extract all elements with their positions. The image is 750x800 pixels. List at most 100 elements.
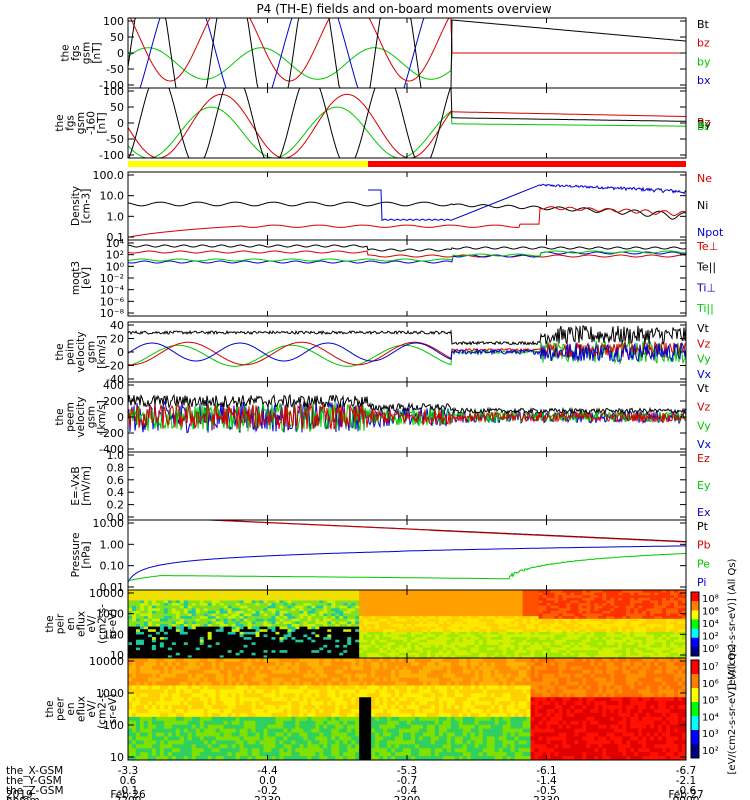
y-axis-label: the <box>44 615 56 632</box>
colorbar-label: [eV/(cm2-s-sr-eV)] (All Qs) <box>727 558 738 689</box>
legend-vz: Vz <box>697 337 711 350</box>
legend-pt: Pt <box>697 520 709 533</box>
xaxis-value: -2.1 <box>676 775 697 787</box>
legend-ez: Ez <box>697 452 710 465</box>
y-tick-label: 50 <box>110 101 124 114</box>
y-tick-label: 1.0 <box>107 210 125 223</box>
panel-density: 100.0 10.0 1.0 0.1 Density[cm-3] Ne Ni Npot <box>70 169 724 244</box>
legend-te: Te⊥ <box>696 240 718 253</box>
series-vz <box>127 341 686 366</box>
colorbar-tick: 10⁸ <box>702 594 719 605</box>
y-axis-label: [nT] <box>91 42 103 63</box>
y-tick-label: -50 <box>106 63 124 76</box>
colorbar-tick: 10³ <box>702 729 719 740</box>
legend-ex: Ex <box>697 506 711 519</box>
xaxis-value: -6.1 <box>536 765 557 777</box>
y-axis-label: [mV/m] <box>80 466 92 505</box>
y-tick-label: 10000 <box>89 655 124 668</box>
colorbar-label: [eV/(cm2-s-sr-eV)] (All Qs) <box>727 643 738 774</box>
xaxis-value: 2300 <box>394 795 421 800</box>
xaxis-value: 0000 <box>673 795 700 800</box>
y-tick-label: 40 <box>110 319 124 332</box>
y-axis-label: [cm-3] <box>80 189 92 224</box>
legend-ni: Ni <box>697 199 708 212</box>
colorbar-tick: 10⁴ <box>702 619 719 630</box>
legend-te: Te|| <box>696 261 716 274</box>
y-tick-label: 50 <box>110 31 124 44</box>
xaxis-row-label: the_Y-GSM <box>6 775 62 787</box>
legend-by: by <box>697 55 711 68</box>
colorbar-tick: 10⁴ <box>702 712 719 723</box>
xaxis-row-label: the_X-GSM <box>6 765 63 777</box>
y-tick-label: 10² <box>106 249 124 262</box>
series-vy <box>127 340 687 367</box>
y-tick-label: 0.6 <box>107 474 125 487</box>
y-tick-label: 10⁰ <box>106 260 125 273</box>
y-axis-label: eflux <box>75 696 87 722</box>
y-axis-label: fgs <box>70 45 82 61</box>
y-tick-label: -20 <box>106 360 124 373</box>
y-axis-label: [km/s] <box>96 335 108 369</box>
y-tick-label: 100.0 <box>93 169 125 182</box>
series-by-black <box>127 86 686 159</box>
legend-pi: Pi <box>697 576 706 589</box>
y-tick-label: 10⁻⁶ <box>100 295 125 308</box>
colorbar-tick: 10⁶ <box>702 679 719 690</box>
colorbar-tick: 10² <box>702 632 719 643</box>
y-tick-label: 0.2 <box>107 499 125 512</box>
series-pb <box>128 519 686 543</box>
y-tick-label: 10⁻² <box>100 272 124 285</box>
series-ti-par <box>127 250 686 262</box>
legend-bt: Bt <box>697 18 710 31</box>
xaxis-date-end: Feb 27 <box>668 789 703 800</box>
y-axis-label: moqt3 <box>70 261 82 295</box>
y-tick-label: 1.00 <box>100 538 125 551</box>
y-tick-label: 10.0 <box>100 190 125 203</box>
series-vx <box>127 341 687 363</box>
y-tick-label: 10.00 <box>93 517 125 530</box>
y-tick-label: 0.4 <box>107 486 125 499</box>
y-tick-label: 10 <box>110 649 124 662</box>
y-tick-label: 10 <box>110 751 124 764</box>
panel-peer-en-eflux: 10⁷ 10⁶ 10⁵ 10⁴ 10³ 10² [eV/(cm2-s-sr-eV)] (Al… <box>44 643 738 774</box>
y-axis-label: peer <box>54 696 66 721</box>
y-tick-label: 0.0 <box>107 511 125 524</box>
y-axis-label: eV/ <box>86 615 98 633</box>
xaxis-year: 2019 <box>6 789 33 800</box>
y-tick-label: 100 <box>103 15 124 28</box>
xaxis-value: 0.6 <box>120 775 137 787</box>
xaxis-value: -0.6 <box>676 785 697 797</box>
xaxis-value: -0.1 <box>118 785 139 797</box>
series-vy <box>127 402 687 433</box>
y-tick-label: 0 <box>117 346 124 359</box>
y-axis-label: en <box>65 702 77 715</box>
colorbar: 10⁷ 10⁶ 10⁵ 10⁴ 10³ 10² [eV/(cm2-s-sr-eV)] (Al… <box>690 643 738 774</box>
y-axis-label: fgs <box>65 115 77 131</box>
y-tick-label: -40 <box>106 373 124 386</box>
y-axis-label: sr-eV) <box>107 609 119 640</box>
xaxis-value: -1.4 <box>536 775 557 787</box>
y-tick-label: 10⁴ <box>106 237 125 250</box>
y-tick-label: 100 <box>103 719 124 732</box>
xaxis-value: -3.3 <box>118 765 139 777</box>
series-bz <box>127 93 686 159</box>
xaxis-value: 2200 <box>115 795 142 800</box>
series-te-par <box>127 244 687 252</box>
legend-ey: Ey <box>697 479 711 492</box>
y-axis-label: velocity <box>75 331 87 372</box>
y-axis-label: [nPa] <box>80 541 92 568</box>
y-tick-label: 0.1 <box>107 231 125 244</box>
y-axis-label: Pressure <box>70 533 82 578</box>
legend-vx: Vx <box>697 438 712 451</box>
legend-vy: Vy <box>697 353 711 366</box>
series-vt <box>127 393 687 416</box>
xaxis-date-start: Feb 26 <box>110 789 146 800</box>
legend-ti: Ti⊥ <box>696 281 716 294</box>
y-tick-label: -200 <box>99 427 124 440</box>
legend-vt: Vt <box>697 322 710 335</box>
y-axis-label: gsm <box>86 406 98 428</box>
